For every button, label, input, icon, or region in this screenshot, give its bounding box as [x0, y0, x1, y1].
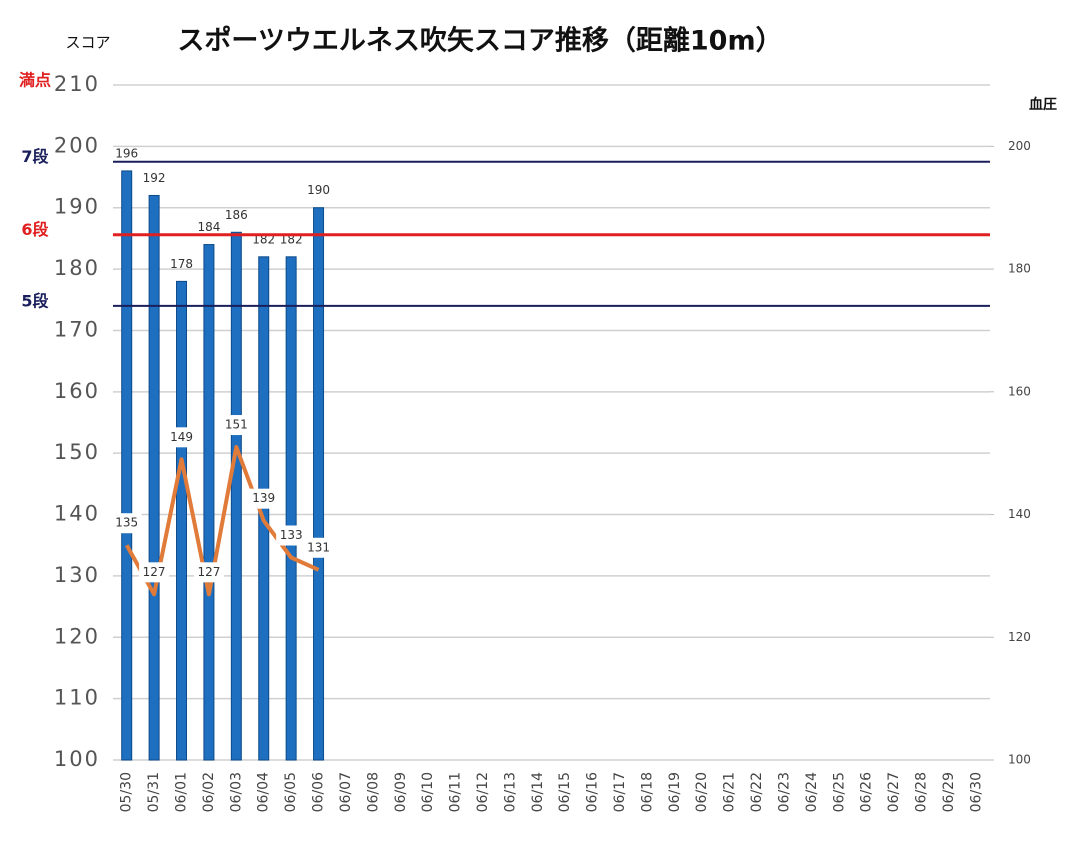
x-tick-label: 06/28 [913, 772, 929, 812]
x-tick-label: 06/08 [365, 772, 381, 812]
x-tick-label: 06/30 [968, 772, 984, 812]
x-tick-label: 06/27 [886, 772, 902, 812]
x-tick-label: 06/04 [256, 772, 272, 812]
bar [313, 207, 325, 761]
bar-value-label: 192 [143, 171, 166, 185]
x-tick-label: 06/17 [612, 772, 628, 812]
reference-label: 6段 [21, 220, 49, 239]
x-tick-label: 06/02 [201, 772, 217, 812]
bar [176, 280, 188, 761]
line-label-box [221, 415, 252, 436]
x-tick-label: 06/26 [859, 772, 875, 812]
bar [230, 231, 242, 761]
x-tick-label: 06/21 [722, 772, 738, 812]
line-label-box [166, 427, 197, 448]
line-label-box [303, 537, 334, 558]
x-tick-label: 06/11 [448, 772, 464, 812]
y-tick-label: 110 [54, 686, 100, 710]
bar-value-label: 186 [225, 208, 248, 222]
y-tick-label: 210 [54, 72, 100, 96]
line-value-label: 139 [252, 491, 275, 505]
reference-label: 7段 [21, 147, 49, 166]
y-tick-label: 120 [54, 624, 100, 648]
line-value-label: 149 [170, 430, 193, 444]
x-tick-label: 06/23 [776, 772, 792, 812]
x-tick-label: 06/07 [338, 772, 354, 812]
x-tick-label: 06/01 [174, 772, 190, 812]
y2-axis-label: 血圧 [1029, 96, 1057, 113]
y-tick-label: 140 [54, 502, 100, 526]
y2-tick-label: 160 [1008, 384, 1031, 398]
y-tick-label: 160 [54, 379, 100, 403]
bar [121, 170, 133, 761]
x-tick-label: 06/15 [557, 772, 573, 812]
line-value-label: 127 [197, 565, 220, 579]
line-value-label: 135 [115, 516, 138, 530]
line-label-box [139, 562, 170, 583]
line-value-label: 131 [307, 540, 330, 554]
x-tick-label: 06/22 [749, 772, 765, 812]
y-tick-label: 100 [54, 747, 100, 771]
line-value-label: 127 [143, 565, 166, 579]
bar-value-label: 190 [307, 183, 330, 197]
x-tick-label: 06/29 [941, 772, 957, 812]
x-tick-label: 06/16 [585, 772, 601, 812]
x-tick-label: 06/18 [639, 772, 655, 812]
x-tick-label: 06/06 [311, 772, 327, 812]
x-tick-label: 06/12 [475, 772, 491, 812]
bar [203, 244, 215, 761]
y-tick-label: 130 [54, 563, 100, 587]
reference-label: 5段 [21, 291, 49, 310]
x-tick-label: 05/31 [146, 772, 162, 812]
y-tick-label: 170 [54, 317, 100, 341]
x-tick-label: 05/30 [119, 772, 135, 812]
x-tick-label: 06/19 [667, 772, 683, 812]
bar-value-label: 196 [115, 146, 138, 160]
reference-label: 満点 [19, 71, 51, 90]
x-tick-label: 06/13 [502, 772, 518, 812]
x-tick-label: 06/24 [804, 772, 820, 812]
bar [148, 194, 160, 761]
y-tick-label: 200 [54, 133, 100, 157]
y2-tick-label: 140 [1008, 507, 1031, 521]
bar [285, 256, 297, 761]
y2-tick-label: 120 [1008, 630, 1031, 644]
y2-tick-label: 180 [1008, 262, 1031, 276]
y-tick-label: 180 [54, 256, 100, 280]
x-tick-label: 06/10 [420, 772, 436, 812]
line-label-box [193, 562, 224, 583]
bar-value-label: 184 [197, 220, 220, 234]
x-tick-label: 06/05 [283, 772, 299, 812]
y2-tick-label: 100 [1008, 753, 1031, 767]
line-label-box [276, 525, 307, 546]
y-axis-label: スコア [65, 34, 110, 52]
x-tick-label: 06/25 [831, 772, 847, 812]
line-value-label: 133 [280, 528, 303, 542]
line-label-box [111, 513, 142, 534]
line-value-label: 151 [225, 418, 248, 432]
x-tick-label: 06/14 [530, 772, 546, 812]
x-tick-label: 06/20 [694, 772, 710, 812]
y2-tick-label: 200 [1008, 139, 1031, 153]
line-label-box [248, 488, 279, 509]
y-tick-label: 190 [54, 195, 100, 219]
bar-value-label: 178 [170, 257, 193, 271]
chart-title: スポーツウエルネス吹矢スコア推移（距離10m） [177, 25, 782, 57]
y-tick-label: 150 [54, 440, 100, 464]
x-tick-label: 06/03 [228, 772, 244, 812]
x-tick-label: 06/09 [393, 772, 409, 812]
